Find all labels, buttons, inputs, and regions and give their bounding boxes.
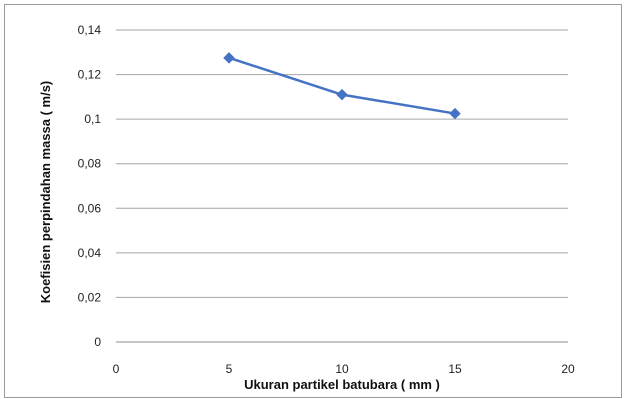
y-tick-label: 0,14 bbox=[78, 23, 102, 37]
data-point-marker bbox=[336, 88, 348, 101]
chart-frame bbox=[4, 4, 622, 398]
y-tick-label: 0,12 bbox=[78, 68, 102, 82]
data-point-marker bbox=[223, 52, 235, 64]
data-point-marker bbox=[449, 107, 461, 120]
y-tick-label: 0,06 bbox=[78, 201, 102, 215]
series-1 bbox=[223, 52, 461, 120]
x-axis-tick-labels: 0 5 10 15 20 bbox=[113, 362, 575, 376]
series-line bbox=[228, 56, 456, 115]
y-tick-label: 0,1 bbox=[84, 112, 101, 126]
x-axis-title: Ukuran partikel batubara ( mm ) bbox=[244, 377, 440, 392]
x-tick-label: 5 bbox=[226, 362, 233, 376]
x-tick-label: 20 bbox=[561, 362, 575, 376]
y-tick-label: 0,04 bbox=[78, 246, 102, 260]
gridlines bbox=[116, 29, 568, 298]
x-tick-label: 0 bbox=[113, 362, 120, 376]
x-tick-label: 10 bbox=[335, 362, 349, 376]
x-tick-label: 15 bbox=[448, 362, 462, 376]
y-axis-title: Koefisien perpindahan massa ( m/s) bbox=[38, 81, 53, 304]
y-tick-label: 0 bbox=[94, 335, 101, 349]
y-tick-label: 0,08 bbox=[78, 157, 102, 171]
y-tick-label: 0,02 bbox=[78, 290, 102, 304]
y-axis-tick-labels: 0 0,02 0,04 0,06 0,08 0,1 0,12 0,14 bbox=[78, 23, 102, 349]
